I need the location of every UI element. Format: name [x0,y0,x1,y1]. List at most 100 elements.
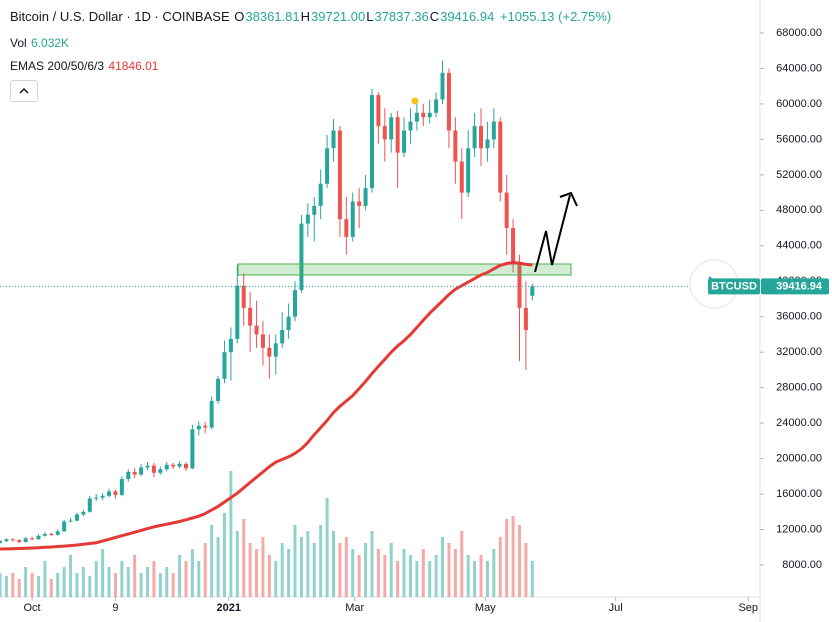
candle-body [17,540,22,542]
volume-bar [505,519,509,597]
y-tick-label: 20000.00 [776,452,822,464]
volume-bar [460,531,464,597]
volume-bar [338,543,342,597]
candle-body [446,72,451,131]
ema-label: EMAS 200/50/6/3 [10,59,105,73]
candle-body [318,183,323,206]
volume-legend: Vol 6.032K [10,36,70,50]
volume-bar [94,561,98,597]
y-tick-label: 44000.00 [776,240,822,252]
candle-body [81,511,86,515]
collapse-button[interactable] [10,80,38,102]
candle-body [530,286,535,296]
volume-bar [428,561,432,597]
volume-bar [242,519,246,597]
volume-bar [415,561,419,597]
chevron[interactable] [19,87,29,94]
volume-bar [402,549,406,597]
y-tick-label: 48000.00 [776,204,822,216]
volume-bar [261,537,265,597]
volume-bar [235,531,239,597]
volume-bar [389,543,393,597]
candle-body [228,338,233,353]
candle-body [402,130,407,153]
y-tick-label: 60000.00 [776,98,822,110]
volume-bar [184,561,188,597]
y-tick-label: 52000.00 [776,169,822,181]
volume-bar [293,525,297,597]
candle-body [94,497,99,499]
candle-body [23,538,28,542]
candle-body [216,378,221,401]
volume-bar [447,543,451,597]
candle-body [504,192,509,229]
candle-body [337,130,342,220]
volume-bar [113,573,117,597]
y-tick-label: 8000.00 [782,559,822,571]
overlay-layer [0,261,760,551]
volume-bar [466,555,470,597]
ema-line [0,261,533,551]
ohlc-value: 39416.94 [440,9,495,24]
volume-bar [280,543,284,597]
candle-body [74,514,79,521]
last-price-tag-bg [761,278,829,295]
volume-bar [248,543,252,597]
volume-bar [287,549,291,597]
change: +1055.13 (+2.75%) [499,9,612,24]
candle-body [151,465,156,473]
candle-body [177,463,182,467]
volume-bar [30,573,34,597]
x-tick-label: 9 [112,602,118,614]
volume-bar [120,561,124,597]
symbol-tag-bg [708,278,760,295]
volume-bar [107,567,111,597]
volume-bar [49,579,53,597]
volume-bar [383,555,387,597]
ohlc-label: L [366,9,374,24]
projection-arrow [534,194,571,273]
volume-bar [498,537,502,597]
volume-bar [165,567,169,597]
candle-body [55,531,60,535]
volume-bar [146,567,150,597]
volume-bar [344,537,348,597]
collapse-icon[interactable] [11,81,37,101]
candle-body [517,263,522,308]
x-tick-label: Oct [24,602,41,614]
volume-bar [479,555,483,597]
candle-body [382,126,387,140]
volume-bar [441,537,445,597]
volume-bar [101,549,105,597]
volume-bar [530,560,534,597]
volume-bar [222,513,226,597]
candle-body [363,188,368,206]
x-tick-label: Mar [345,602,364,614]
candle-body [286,316,291,331]
candle-body [414,112,419,122]
candle-body [132,471,137,475]
candle-body [171,464,176,467]
candle-body [126,471,131,479]
candle-body [203,425,208,428]
volume-bar [0,573,2,597]
support-zone [237,263,572,276]
candle-body [196,425,201,430]
volume-bar [524,543,528,597]
ohlc-label: H [300,9,310,24]
volume-bar [24,567,28,597]
symbol-tag: BTCUSD [711,280,757,292]
volume-bar [4,576,8,597]
ema-legend: EMAS 200/50/6/3 41846.01 [10,59,159,73]
candle-body [267,347,272,357]
candle-body [305,214,310,224]
candle-body [498,121,503,193]
ohlc-value: 38361.81 [245,9,300,24]
candle-body [472,126,477,149]
volume-bar [473,561,477,597]
volume-bar [434,555,438,597]
candle-body [10,539,15,541]
volume-bar [210,525,214,597]
volume-bar [203,543,207,597]
